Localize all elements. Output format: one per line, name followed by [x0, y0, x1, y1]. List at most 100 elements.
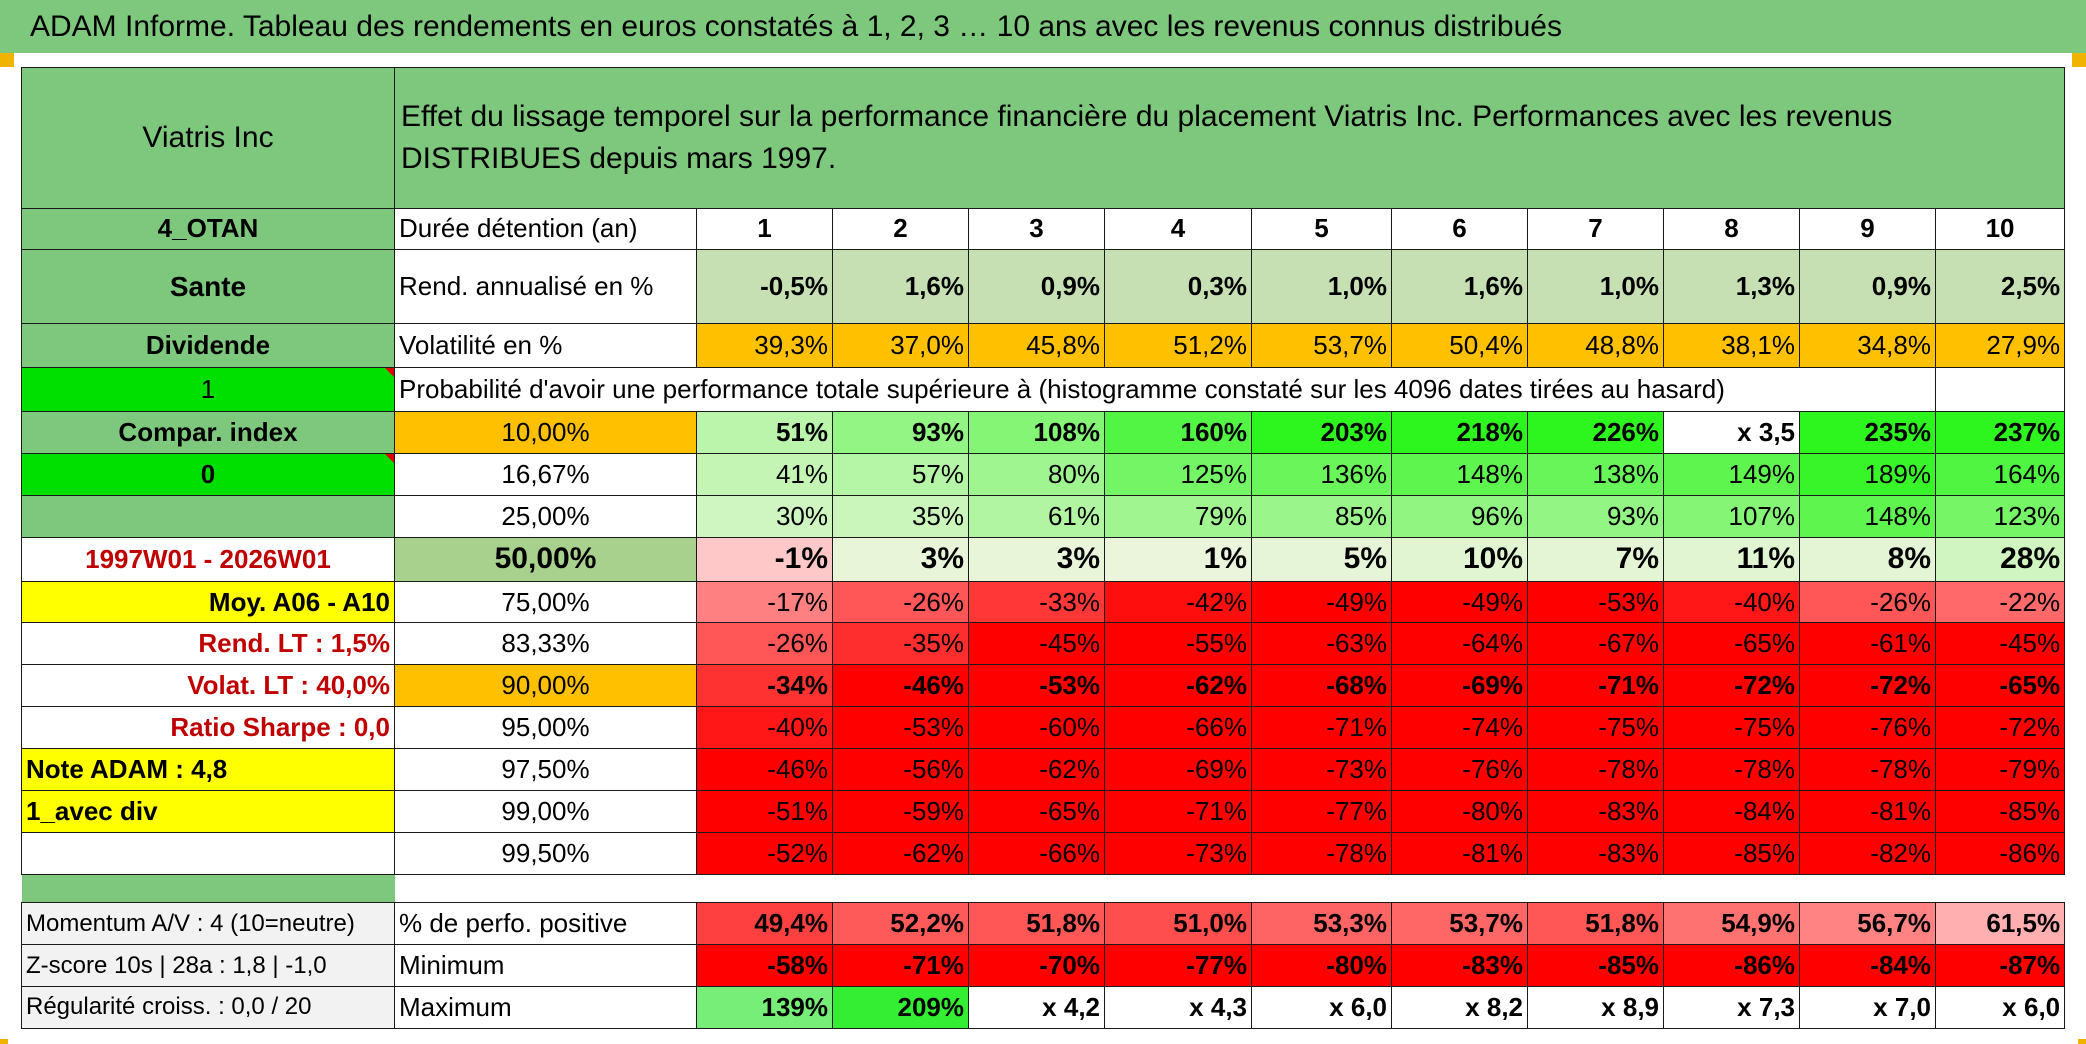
quantile-cell: -59% — [832, 789, 969, 833]
quantile-row: 1997W01 - 2026W01 50,00% -1% 3% 3% 1% 5% 10% 7% 1… — [21, 536, 2066, 582]
side-type: Dividende — [21, 323, 395, 369]
side-blank — [21, 831, 395, 875]
quantile-cell: -22% — [1934, 580, 2066, 624]
quantile-cell: -71% — [1251, 706, 1392, 750]
volat-lt: Volat. LT : 40,0% — [21, 664, 395, 708]
quantile-cell: -53% — [968, 664, 1105, 708]
quantile-cell: -34% — [696, 664, 833, 708]
stats-cell: x 4,3 — [1104, 985, 1252, 1030]
quantile-cell: 136% — [1251, 452, 1392, 496]
quantile-cell: 108% — [968, 411, 1105, 454]
quantile-cell: 203% — [1251, 411, 1392, 454]
quantile-cell: 148% — [1391, 452, 1528, 496]
year-header: 5 — [1251, 207, 1392, 250]
stats-side-label: Momentum A/V : 4 (10=neutre) — [21, 902, 395, 946]
quantile-cell: -75% — [1527, 706, 1664, 750]
quantile-cell: 149% — [1663, 452, 1800, 496]
quantile-cell: -46% — [696, 748, 833, 791]
quantile-cell: -60% — [968, 706, 1105, 750]
stats-side-label: Régularité croiss. : 0,0 / 20 — [21, 985, 395, 1030]
quantile-cell: 30% — [696, 494, 833, 538]
quantile-label: 50,00% — [394, 536, 697, 582]
stats-cell: x 8,2 — [1391, 985, 1528, 1030]
company-name: Viatris Inc — [21, 67, 395, 209]
quantile-cell: -45% — [968, 622, 1105, 666]
quantile-cell: -26% — [832, 580, 969, 624]
quantile-cell: -33% — [968, 580, 1105, 624]
quantile-label: 90,00% — [394, 664, 697, 708]
quantile-row: Ratio Sharpe : 0,0 95,00% -40% -53% -60% -66%… — [21, 706, 2066, 750]
quantile-cell: 51% — [696, 411, 833, 454]
quantile-cell: -66% — [968, 831, 1105, 875]
quantile-cell: -64% — [1391, 622, 1528, 666]
quantile-cell: -76% — [1799, 706, 1936, 750]
sharpe-ratio: Ratio Sharpe : 0,0 — [21, 706, 395, 750]
quantile-cell: -74% — [1391, 706, 1528, 750]
quantile-row: 1_avec div 99,00% -51% -59% -65% -71% -77% -80%… — [21, 789, 2066, 833]
stats-cell: -58% — [696, 944, 833, 987]
rend-lt: Rend. LT : 1,5% — [21, 622, 395, 666]
quantile-label: 83,33% — [394, 622, 697, 666]
stats-cell: 209% — [832, 985, 969, 1030]
year-header: 7 — [1527, 207, 1664, 250]
quantile-cell: 41% — [696, 452, 833, 496]
adam-note: Note ADAM : 4,8 — [21, 748, 395, 791]
spacer-cell — [395, 874, 2065, 903]
quantile-cell: -62% — [832, 831, 969, 875]
stats-label: Maximum — [394, 985, 697, 1030]
avec-div: 1_avec div — [21, 789, 395, 833]
volat-cell: 38,1% — [1663, 323, 1800, 369]
stats-cell: 51,8% — [1527, 902, 1664, 946]
quantile-cell: -73% — [1104, 831, 1252, 875]
moy-label: Moy. A06 - A10 — [21, 580, 395, 624]
quantile-cell: -53% — [1527, 580, 1664, 624]
quantile-label: 25,00% — [394, 494, 697, 538]
quantile-row: 25,00% 30% 35% 61% 79% 85% 96% 93% 107% 148% 123% — [21, 494, 2066, 538]
quantile-cell: 160% — [1104, 411, 1252, 454]
quantile-row: 99,50% -52% -62% -66% -73% -78% -81% -83% -85% -8… — [21, 831, 2066, 875]
volat-cell: 50,4% — [1391, 323, 1528, 369]
rend-cell: 1,0% — [1251, 248, 1392, 325]
quantile-cell: 237% — [1934, 411, 2066, 454]
quantile-cell: 11% — [1663, 536, 1800, 582]
volat-cell: 48,8% — [1527, 323, 1664, 369]
quantile-label: 97,50% — [394, 748, 697, 791]
quantile-cell: 218% — [1391, 411, 1528, 454]
quantile-cell: 123% — [1934, 494, 2066, 538]
stats-cell: x 8,9 — [1527, 985, 1664, 1030]
volat-cell: 45,8% — [968, 323, 1105, 369]
quantile-cell: -81% — [1799, 789, 1936, 833]
quantile-cell: -63% — [1251, 622, 1392, 666]
year-header: 2 — [832, 207, 969, 250]
stats-cell: 56,7% — [1799, 902, 1936, 946]
quantile-cell: 226% — [1527, 411, 1664, 454]
quantile-row: Rend. LT : 1,5% 83,33% -26% -35% -45% -55% -63… — [21, 622, 2066, 666]
quantile-cell: -72% — [1799, 664, 1936, 708]
quantile-cell: -35% — [832, 622, 969, 666]
quantile-cell: -61% — [1799, 622, 1936, 666]
quantile-cell: -78% — [1527, 748, 1664, 791]
side-blank — [21, 494, 395, 538]
quantile-cell: -72% — [1934, 706, 2066, 750]
quantile-cell: -80% — [1391, 789, 1528, 833]
probability-label: Probabilité d'avoir une performance tota… — [394, 367, 1800, 413]
stats-cell: 53,7% — [1391, 902, 1528, 946]
volat-cell: 39,3% — [696, 323, 833, 369]
quantile-cell: -49% — [1391, 580, 1528, 624]
spacer-cell — [21, 874, 395, 903]
rend-cell: 0,3% — [1104, 248, 1252, 325]
quantile-cell: -81% — [1391, 831, 1528, 875]
flag-one: 1 — [21, 367, 395, 413]
quantile-cell: -75% — [1663, 706, 1800, 750]
stats-cell: 54,9% — [1663, 902, 1800, 946]
year-header: 3 — [968, 207, 1105, 250]
stats-cell: 61,5% — [1934, 902, 2066, 946]
year-header: 6 — [1391, 207, 1528, 250]
year-header: 10 — [1934, 207, 2066, 250]
quantile-cell: 57% — [832, 452, 969, 496]
stats-cell: 51,0% — [1104, 902, 1252, 946]
quantile-label: 99,50% — [394, 831, 697, 875]
period-range: 1997W01 - 2026W01 — [21, 536, 395, 582]
quantile-cell: 148% — [1799, 494, 1936, 538]
rend-label: Rend. annualisé en % — [394, 248, 697, 325]
